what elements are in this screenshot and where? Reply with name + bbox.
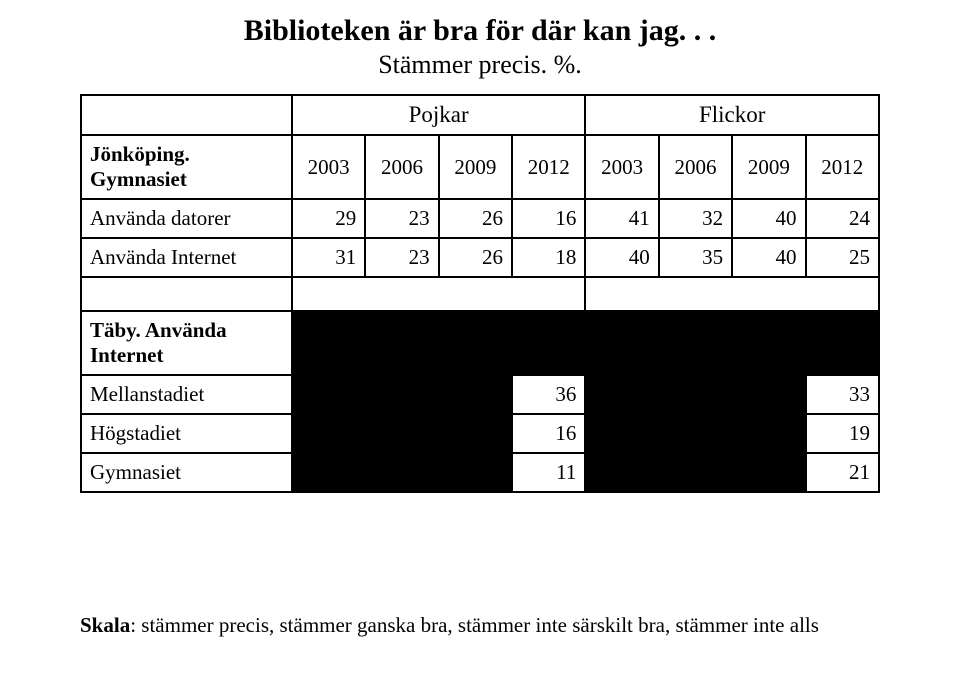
black-cell (292, 311, 586, 375)
section2-label: Täby. Använda Internet (81, 311, 292, 375)
data-cell: 18 (512, 238, 585, 277)
year-cell: 2009 (732, 135, 805, 199)
row-label: Gymnasiet (81, 453, 292, 492)
black-cell (292, 453, 512, 492)
group-header-pojkar: Pojkar (292, 95, 586, 135)
data-cell: 23 (365, 199, 438, 238)
table-header-groups: Pojkar Flickor (81, 95, 879, 135)
table-row: Använda Internet 31 23 26 18 40 35 40 25 (81, 238, 879, 277)
group-header-flickor: Flickor (585, 95, 879, 135)
table-row: Gymnasiet 11 21 (81, 453, 879, 492)
black-cell (585, 414, 805, 453)
black-cell (585, 311, 879, 375)
data-cell: 41 (585, 199, 658, 238)
footer-scale-text: : stämmer precis, stämmer ganska bra, st… (130, 613, 819, 637)
data-cell: 40 (585, 238, 658, 277)
sep-cell (81, 277, 292, 311)
table-header-years: Jönköping. Gymnasiet 2003 2006 2009 2012… (81, 135, 879, 199)
data-cell: 36 (512, 375, 585, 414)
black-cell (292, 375, 512, 414)
row-label: Mellanstadiet (81, 375, 292, 414)
data-cell: 31 (292, 238, 365, 277)
row-label: Använda Internet (81, 238, 292, 277)
table-row: Mellanstadiet 36 33 (81, 375, 879, 414)
data-table: Pojkar Flickor Jönköping. Gymnasiet 2003… (80, 94, 880, 493)
data-cell: 24 (806, 199, 879, 238)
data-cell: 35 (659, 238, 732, 277)
table-section2-header: Täby. Använda Internet (81, 311, 879, 375)
year-cell: 2006 (365, 135, 438, 199)
data-cell: 16 (512, 414, 585, 453)
data-cell: 32 (659, 199, 732, 238)
data-cell: 23 (365, 238, 438, 277)
data-cell: 21 (806, 453, 879, 492)
data-cell: 11 (512, 453, 585, 492)
data-cell: 40 (732, 238, 805, 277)
black-cell (585, 453, 805, 492)
footer-scale: Skala: stämmer precis, stämmer ganska br… (80, 613, 880, 638)
table-row: Använda datorer 29 23 26 16 41 32 40 24 (81, 199, 879, 238)
data-cell: 16 (512, 199, 585, 238)
row-label: Använda datorer (81, 199, 292, 238)
year-cell: 2012 (806, 135, 879, 199)
sep-cell (585, 277, 879, 311)
black-cell (292, 414, 512, 453)
data-cell: 19 (806, 414, 879, 453)
sep-cell (292, 277, 586, 311)
year-cell: 2003 (292, 135, 365, 199)
year-cell: 2006 (659, 135, 732, 199)
data-cell: 40 (732, 199, 805, 238)
data-cell: 26 (439, 238, 512, 277)
year-row-label: Jönköping. Gymnasiet (81, 135, 292, 199)
year-cell: 2012 (512, 135, 585, 199)
table-row: Högstadiet 16 19 (81, 414, 879, 453)
data-cell: 29 (292, 199, 365, 238)
year-cell: 2009 (439, 135, 512, 199)
row-label: Högstadiet (81, 414, 292, 453)
data-cell: 25 (806, 238, 879, 277)
footer-scale-label: Skala (80, 613, 130, 637)
table-separator (81, 277, 879, 311)
page-title: Biblioteken är bra för där kan jag. . . (80, 14, 880, 48)
header-blank (81, 95, 292, 135)
page-subtitle: Stämmer precis. %. (80, 50, 880, 80)
data-cell: 26 (439, 199, 512, 238)
black-cell (585, 375, 805, 414)
data-cell: 33 (806, 375, 879, 414)
year-cell: 2003 (585, 135, 658, 199)
